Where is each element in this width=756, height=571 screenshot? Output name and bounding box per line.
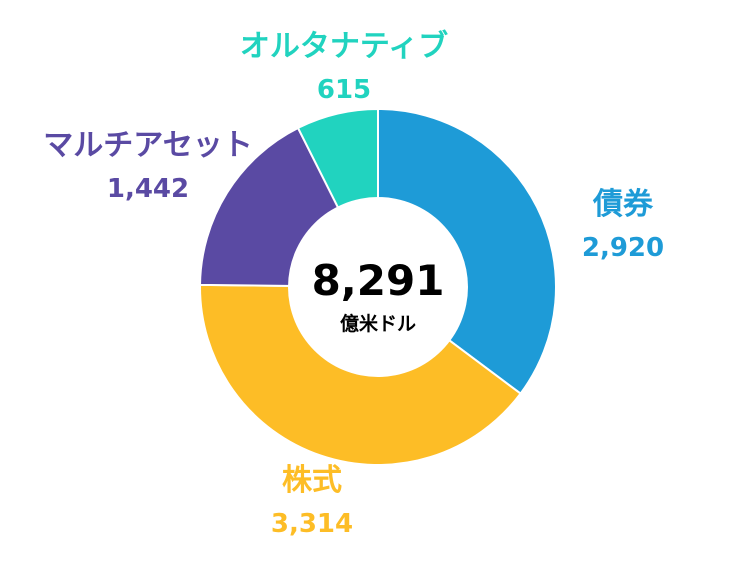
labels-group: 債券 2,920 株式 3,314 マルチアセット 1,442 オルタナティブ 615 xyxy=(43,29,664,539)
slice-0 xyxy=(377,107,557,396)
slice-name-label-3: オルタナティブ xyxy=(240,29,448,64)
donut-hole xyxy=(288,197,468,377)
slice-value-label-3: 615 xyxy=(317,75,371,105)
slice-name-label-2: マルチアセット xyxy=(43,128,252,163)
center-unit: 億米ドル xyxy=(340,312,416,335)
slice-value-label-0: 2,920 xyxy=(582,233,664,263)
slice-value-label-1: 3,314 xyxy=(271,509,353,539)
slice-value-label-2: 1,442 xyxy=(107,174,189,204)
slice-name-label-1: 株式 xyxy=(282,463,342,498)
slice-name-label-0: 債券 xyxy=(592,187,654,222)
center-total: 8,291 xyxy=(312,256,445,305)
